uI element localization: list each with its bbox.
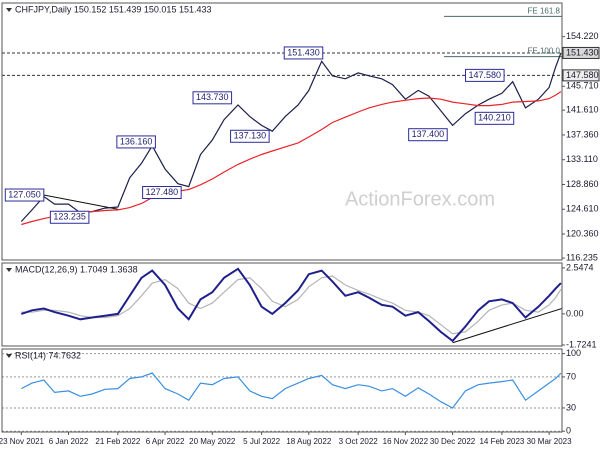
x-tick-label: 20 May 2022	[189, 437, 236, 446]
annotation-box	[4, 188, 45, 202]
annotation-box	[465, 68, 505, 82]
annotation-box	[116, 135, 156, 149]
annotation-box	[49, 210, 90, 224]
x-tick-label: 6 Jan 2022	[49, 437, 89, 446]
watermark: ActionForex.com	[345, 188, 495, 210]
x-tick-label: 30 Mar 2023	[527, 437, 572, 446]
x-tick-label: 21 Feb 2022	[95, 437, 140, 446]
fe-label: FE 161.8	[528, 7, 561, 16]
level-box	[562, 69, 600, 82]
y-tick-label: 145.710	[566, 81, 599, 91]
series-line	[21, 372, 562, 409]
level-box	[562, 46, 600, 59]
series-line	[20, 52, 562, 222]
y-tick-label: 128.860	[566, 179, 599, 189]
trend-line	[452, 307, 562, 344]
annotation-label: 137.400	[412, 129, 445, 139]
y-tick-label: 0.00	[566, 308, 584, 318]
y-tick-label: 30	[566, 402, 576, 412]
annotation-box	[474, 111, 515, 125]
y-tick-label: 154.220	[566, 31, 599, 41]
panel-title: CHFJPY,Daily 150.152 151.439 150.015 151…	[15, 4, 211, 14]
y-tick-label: 120.360	[566, 228, 599, 238]
y-tick-label: 124.610	[566, 204, 599, 214]
x-tick-label: 18 Aug 2022	[286, 437, 331, 446]
fe-label: FE 100.0	[528, 47, 561, 56]
y-tick-label: -1.7241	[566, 339, 597, 349]
annotation-box	[230, 129, 270, 143]
panel-frame	[1, 348, 563, 433]
annotation-label: 136.160	[120, 136, 153, 146]
title-icon	[6, 354, 12, 358]
annotation-label: 137.130	[234, 131, 267, 141]
series-line	[21, 91, 562, 226]
x-tick-label: 14 Feb 2023	[479, 437, 524, 446]
series-line	[20, 267, 562, 343]
x-tick-label: 3 Oct 2022	[339, 437, 379, 446]
panel-frame	[1, 2, 563, 261]
trend-line	[43, 194, 118, 210]
annotation-box	[142, 186, 182, 200]
title-icon	[6, 8, 12, 12]
panel-frame	[1, 262, 563, 347]
x-tick-label: 23 Nov 2021	[0, 437, 45, 446]
annotation-label: 123.235	[53, 212, 86, 222]
level-label: 151.430	[566, 47, 599, 57]
annotation-label: 151.430	[287, 47, 320, 57]
x-tick-label: 16 Nov 2022	[383, 437, 429, 446]
annotation-box	[408, 128, 448, 142]
x-tick-label: 30 Dec 2022	[430, 437, 476, 446]
annotation-box	[283, 46, 324, 60]
level-label: 147.580	[566, 70, 599, 80]
annotation-label: 147.580	[469, 70, 502, 80]
x-tick-label: 5 Jul 2022	[243, 437, 280, 446]
annotation-label: 140.210	[478, 113, 511, 123]
y-tick-label: 100	[566, 348, 581, 358]
x-tick-label: 6 Apr 2022	[146, 437, 185, 446]
annotation-label: 143.730	[196, 92, 229, 102]
annotation-label: 127.050	[8, 189, 41, 199]
y-tick-label: 2.5474	[566, 262, 594, 272]
series-line	[21, 275, 562, 335]
y-tick-label: 116.235	[566, 252, 598, 262]
annotation-label: 127.480	[146, 187, 179, 197]
y-tick-label: 0	[566, 426, 571, 436]
y-tick-label: 70	[566, 371, 576, 381]
panel-title: MACD(12,26,9) 1.7049 1.3638	[15, 264, 138, 274]
annotation-box	[192, 91, 233, 105]
panel-title: RSI(14) 74.7632	[15, 350, 81, 360]
title-icon	[6, 268, 12, 272]
y-tick-label: 141.610	[566, 105, 599, 115]
y-tick-label: 133.110	[566, 154, 598, 164]
y-tick-label: 137.360	[566, 129, 599, 139]
